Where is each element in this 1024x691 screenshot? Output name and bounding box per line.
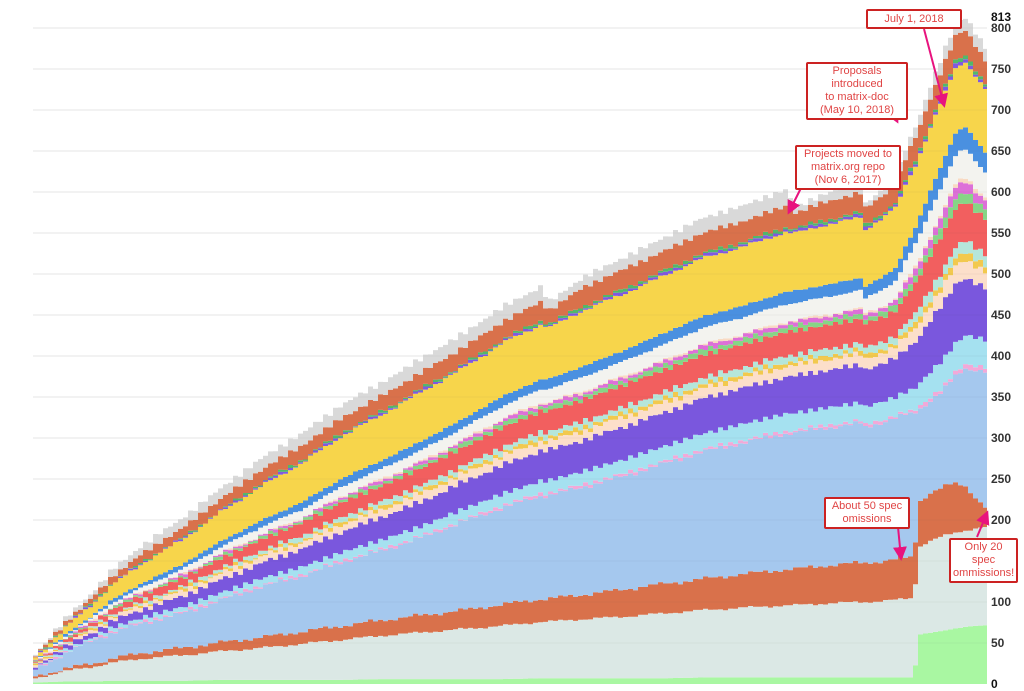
annotation-proposals-introduced: Proposals introduced to matrix-doc (May … — [806, 62, 908, 120]
area-band-16-blue — [33, 127, 987, 660]
annotation-text: Projects moved to — [803, 148, 893, 160]
area-band-01-light-green — [33, 625, 987, 684]
annotation-text: (Nov 6, 2017) — [814, 174, 882, 186]
y-axis-tick-300: 300 — [991, 431, 1012, 445]
area-band-04-light-blue — [33, 368, 987, 677]
area-band-07-purple — [33, 278, 987, 670]
y-axis-tick-0: 0 — [991, 677, 998, 691]
y-axis-tick-600: 600 — [991, 185, 1012, 199]
area-band-15-off-white — [33, 149, 987, 660]
y-axis-tick-800: 800 — [991, 21, 1012, 35]
y-axis-tick-50: 50 — [991, 636, 1005, 650]
y-axis-tick-350: 350 — [991, 390, 1012, 404]
area-band-06-light-cyan — [33, 335, 987, 670]
annotation-arrow-projects-moved — [787, 187, 802, 215]
area-band-03-rust-orange-lower — [33, 482, 987, 679]
y-axis-tick-100: 100 — [991, 595, 1012, 609]
annotation-arrow-july-2018 — [923, 28, 948, 108]
y-axis-tick-450: 450 — [991, 308, 1012, 322]
annotation-text: About 50 spec — [831, 500, 903, 512]
annotation-text: Only 20 spec — [964, 541, 1003, 566]
y-axis-tick-813: 813 — [991, 10, 1012, 25]
y-axis-tick-500: 500 — [991, 267, 1012, 281]
annotation-text: (May 10, 2018) — [820, 104, 894, 116]
annotation-arrow-only-20-spec-omissions — [976, 510, 990, 538]
y-axis-tick-750: 750 — [991, 62, 1012, 76]
annotation-text: omissions — [842, 513, 892, 525]
annotation-arrow-about-50-spec-omissions — [892, 526, 907, 561]
annotation-text: to matrix-doc — [825, 91, 889, 103]
y-axis-tick-550: 550 — [991, 226, 1012, 240]
annotation-about-50-spec-omissions: About 50 spec omissions — [824, 497, 910, 529]
y-axis-tick-700: 700 — [991, 103, 1012, 117]
area-band-17-yellow — [33, 62, 987, 660]
annotation-text: Proposals introduced — [831, 65, 883, 90]
annotation-text: July 1, 2018 — [884, 12, 944, 25]
y-axis-tick-400: 400 — [991, 349, 1012, 363]
annotation-text: ommissions! — [953, 567, 1015, 579]
y-axis-tick-650: 650 — [991, 144, 1012, 158]
annotation-projects-moved: Projects moved to matrix.org repo (Nov 6… — [795, 145, 901, 190]
annotation-only-20-spec-omissions: Only 20 spec ommissions! — [949, 538, 1018, 583]
y-axis-tick-250: 250 — [991, 472, 1012, 486]
annotation-july-1-2018: July 1, 2018 — [866, 9, 962, 29]
area-band-02-pale-gray — [33, 525, 987, 683]
annotation-text: matrix.org repo — [811, 161, 885, 173]
y-axis-tick-200: 200 — [991, 513, 1012, 527]
area-band-11-red — [33, 203, 987, 663]
